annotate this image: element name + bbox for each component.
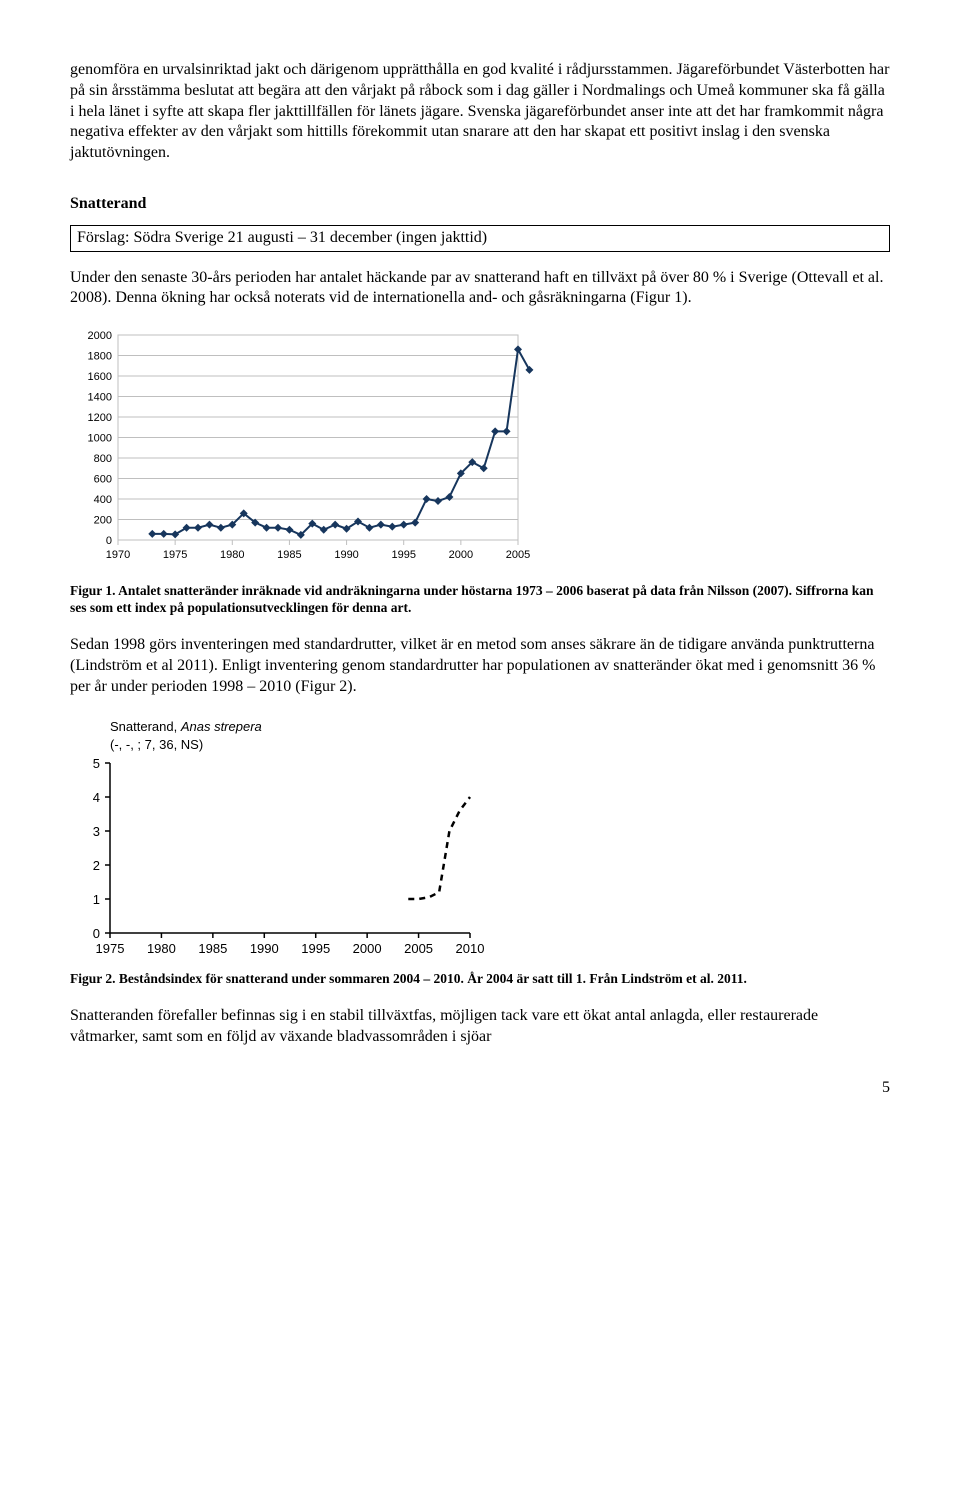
svg-text:2005: 2005 [506,549,530,561]
paragraph-4: Snatteranden förefaller befinnas sig i e… [70,1006,890,1048]
svg-text:2000: 2000 [353,941,382,956]
paragraph-3: Sedan 1998 görs inventeringen med standa… [70,635,890,697]
svg-text:1985: 1985 [198,941,227,956]
svg-text:0: 0 [106,535,112,547]
svg-text:2000: 2000 [449,549,473,561]
svg-text:1000: 1000 [88,433,112,445]
svg-text:2010: 2010 [456,941,485,956]
figure-2-chart: Snatterand, Anas strepera (-, -, ; 7, 36,… [70,715,500,965]
svg-text:1975: 1975 [163,549,187,561]
figure-2-caption: Figur 2. Beståndsindex för snatterand un… [70,971,890,988]
page-number: 5 [70,1078,890,1099]
svg-text:1995: 1995 [391,549,415,561]
figure-1-caption: Figur 1. Antalet snatteränder inräknade … [70,583,890,617]
proposal-box: Förslag: Södra Sverige 21 augusti – 31 d… [70,225,890,252]
svg-text:1200: 1200 [88,412,112,424]
svg-text:2005: 2005 [404,941,433,956]
heading-snatterand: Snatterand [70,194,890,215]
svg-text:600: 600 [94,474,112,486]
svg-text:1800: 1800 [88,351,112,363]
svg-text:200: 200 [94,515,112,527]
svg-text:0: 0 [93,926,100,941]
figure-1-chart: 0 200 400 600 800 1000 1200 1400 1600 1800 2000 197… [70,327,550,577]
svg-text:1: 1 [93,892,100,907]
paragraph-2: Under den senaste 30-års perioden har an… [70,268,890,310]
svg-text:Snatterand, Anas strepera: Snatterand, Anas strepera [110,719,262,734]
svg-text:(-, -, ; 7, 36, NS): (-, -, ; 7, 36, NS) [110,737,203,752]
svg-text:2000: 2000 [88,330,112,342]
svg-text:1985: 1985 [277,549,301,561]
svg-text:3: 3 [93,824,100,839]
svg-text:1600: 1600 [88,371,112,383]
svg-text:1400: 1400 [88,392,112,404]
proposal-text: Förslag: Södra Sverige 21 augusti – 31 d… [77,228,883,249]
svg-text:2: 2 [93,858,100,873]
svg-text:1990: 1990 [250,941,279,956]
svg-text:5: 5 [93,756,100,771]
svg-text:800: 800 [94,453,112,465]
svg-text:1990: 1990 [334,549,358,561]
svg-text:4: 4 [93,790,100,805]
paragraph-1: genomföra en urvalsinriktad jakt och där… [70,60,890,164]
svg-text:1995: 1995 [301,941,330,956]
svg-text:1970: 1970 [106,549,130,561]
svg-text:1980: 1980 [220,549,244,561]
svg-text:1975: 1975 [96,941,125,956]
svg-text:1980: 1980 [147,941,176,956]
svg-text:400: 400 [94,494,112,506]
